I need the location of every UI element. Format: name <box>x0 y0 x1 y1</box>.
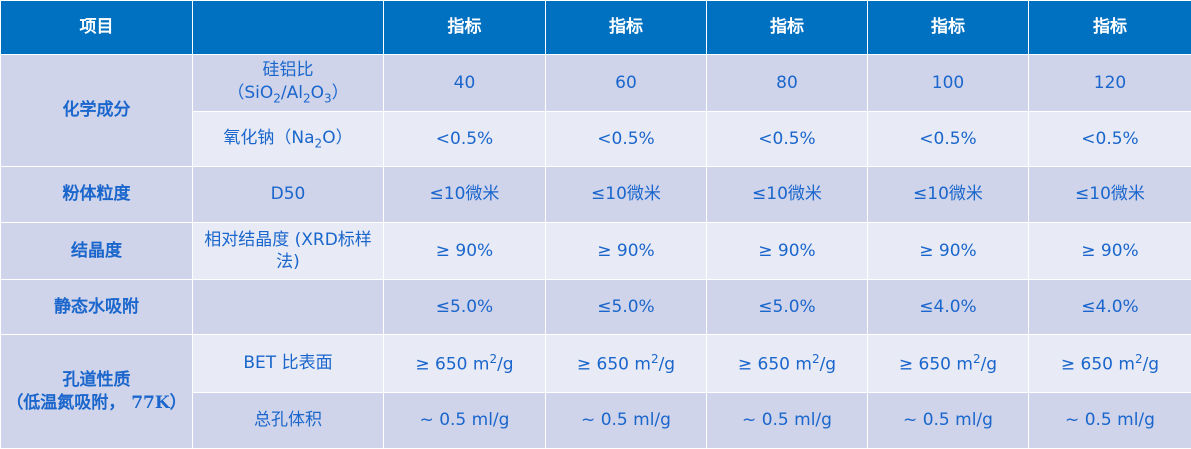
cryst-value-4: ≥ 90% <box>868 223 1029 280</box>
header-item: 项目 <box>1 1 193 55</box>
powder-value-4: ≤10微米 <box>868 167 1029 223</box>
group-crystallinity: 结晶度 <box>1 223 193 280</box>
param-bet: BET 比表面 <box>193 335 384 393</box>
vol-value-2: ~ 0.5 ml/g <box>546 393 707 449</box>
table-row: 粉体粒度 D50 ≤10微米 ≤10微米 ≤10微米 ≤10微米 ≤10微米 <box>1 167 1191 223</box>
group-pore-line1: 孔道性质 <box>5 369 188 391</box>
vol-value-4: ~ 0.5 ml/g <box>868 393 1029 449</box>
sar-value-1: 40 <box>384 55 546 112</box>
header-row: 项目 指标 指标 指标 指标 指标 <box>1 1 1191 55</box>
param-na2o: 氧化钠（Na2O） <box>193 112 384 167</box>
table-row: 静态水吸附 ≤5.0% ≤5.0% ≤5.0% ≤4.0% ≤4.0% <box>1 280 1191 335</box>
table-row: 化学成分 硅铝比 （SiO2/Al2O3） 40 60 80 100 120 <box>1 55 1191 112</box>
powder-value-5: ≤10微米 <box>1029 167 1191 223</box>
vol-value-5: ~ 0.5 ml/g <box>1029 393 1191 449</box>
na2o-value-2: <0.5% <box>546 112 707 167</box>
water-value-5: ≤4.0% <box>1029 280 1191 335</box>
sar-value-2: 60 <box>546 55 707 112</box>
water-value-3: ≤5.0% <box>707 280 868 335</box>
param-sar: 硅铝比 （SiO2/Al2O3） <box>193 55 384 112</box>
header-col-5: 指标 <box>1029 1 1191 55</box>
cryst-value-5: ≥ 90% <box>1029 223 1191 280</box>
powder-value-1: ≤10微米 <box>384 167 546 223</box>
bet-value-2: ≥ 650 m2/g <box>546 335 707 393</box>
bet-value-5: ≥ 650 m2/g <box>1029 335 1191 393</box>
header-col-1: 指标 <box>384 1 546 55</box>
sar-value-3: 80 <box>707 55 868 112</box>
sar-value-5: 120 <box>1029 55 1191 112</box>
param-pore-volume: 总孔体积 <box>193 393 384 449</box>
sar-value-4: 100 <box>868 55 1029 112</box>
group-chem: 化学成分 <box>1 55 193 167</box>
group-pore-line2: （低温氮吸附， 77K） <box>5 392 188 414</box>
vol-value-3: ~ 0.5 ml/g <box>707 393 868 449</box>
na2o-value-1: <0.5% <box>384 112 546 167</box>
group-pore: 孔道性质 （低温氮吸附， 77K） <box>1 335 193 449</box>
header-param <box>193 1 384 55</box>
na2o-value-5: <0.5% <box>1029 112 1191 167</box>
param-sar-formula: （SiO2/Al2O3） <box>197 82 379 107</box>
bet-value-1: ≥ 650 m2/g <box>384 335 546 393</box>
na2o-value-3: <0.5% <box>707 112 868 167</box>
param-crystallinity: 相对结晶度 (XRD标样法) <box>193 223 384 280</box>
cryst-value-1: ≥ 90% <box>384 223 546 280</box>
water-value-1: ≤5.0% <box>384 280 546 335</box>
bet-value-4: ≥ 650 m2/g <box>868 335 1029 393</box>
param-d50: D50 <box>193 167 384 223</box>
bet-value-3: ≥ 650 m2/g <box>707 335 868 393</box>
water-value-2: ≤5.0% <box>546 280 707 335</box>
header-col-3: 指标 <box>707 1 868 55</box>
powder-value-3: ≤10微米 <box>707 167 868 223</box>
group-water: 静态水吸附 <box>1 280 193 335</box>
group-powder: 粉体粒度 <box>1 167 193 223</box>
cryst-value-2: ≥ 90% <box>546 223 707 280</box>
water-value-4: ≤4.0% <box>868 280 1029 335</box>
powder-value-2: ≤10微米 <box>546 167 707 223</box>
header-col-4: 指标 <box>868 1 1029 55</box>
table-row: 结晶度 相对结晶度 (XRD标样法) ≥ 90% ≥ 90% ≥ 90% ≥ 9… <box>1 223 1191 280</box>
param-water <box>193 280 384 335</box>
vol-value-1: ~ 0.5 ml/g <box>384 393 546 449</box>
na2o-value-4: <0.5% <box>868 112 1029 167</box>
param-sar-top: 硅铝比 <box>197 59 379 81</box>
table-row: 孔道性质 （低温氮吸附， 77K） BET 比表面 ≥ 650 m2/g ≥ 6… <box>1 335 1191 393</box>
cryst-value-3: ≥ 90% <box>707 223 868 280</box>
header-col-2: 指标 <box>546 1 707 55</box>
